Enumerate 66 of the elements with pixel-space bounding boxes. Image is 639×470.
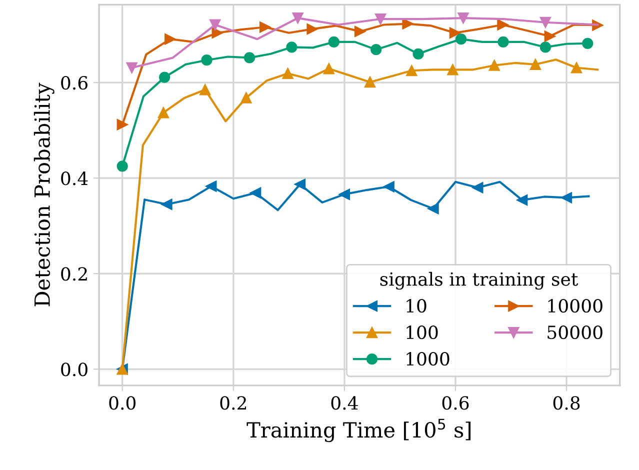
point [449, 27, 460, 38]
legend-title: signals in training set [380, 272, 578, 290]
point [212, 27, 223, 38]
point [328, 36, 340, 48]
point [560, 192, 572, 204]
point [582, 38, 594, 49]
point [158, 107, 170, 118]
point [282, 68, 294, 80]
point [286, 42, 298, 53]
point [200, 84, 211, 96]
point [126, 62, 138, 74]
point [323, 63, 334, 74]
point [116, 160, 128, 172]
point [250, 187, 262, 198]
point [488, 60, 500, 71]
point [544, 30, 556, 42]
point [210, 19, 221, 30]
point [383, 181, 394, 192]
point [244, 52, 256, 64]
point [164, 34, 176, 45]
point [259, 22, 271, 33]
point [364, 76, 376, 88]
point [498, 36, 509, 48]
point [402, 18, 414, 30]
point [240, 92, 252, 104]
point [294, 178, 306, 190]
point [370, 44, 382, 56]
point [354, 26, 366, 38]
legend-label: 10000 [548, 298, 602, 313]
point [201, 54, 212, 66]
x-tick-label: 0.8 [553, 396, 580, 410]
point [458, 12, 469, 24]
y-tick-label: 0.6 [61, 76, 88, 90]
legend-label: 100 [406, 325, 438, 340]
x-tick-label: 0.6 [442, 396, 469, 410]
point [406, 65, 418, 76]
y-tick-label: 0.2 [61, 267, 87, 281]
y-tick-label: 0.4 [61, 172, 88, 186]
point [516, 194, 528, 206]
point [292, 12, 304, 24]
point [540, 16, 551, 28]
point [412, 48, 424, 60]
point [338, 188, 350, 200]
point [570, 62, 582, 74]
legend-label: 1000 [406, 352, 450, 366]
point [428, 203, 439, 214]
point [159, 72, 170, 83]
point [472, 182, 484, 194]
x-axis-title: Training Time [10$^{5}$ s] [246, 418, 471, 442]
x-tick-label: 0.2 [220, 396, 246, 410]
point [540, 42, 551, 53]
y-tick-label: 0.0 [61, 362, 88, 376]
legend-label: 50000 [548, 325, 602, 340]
point [161, 198, 172, 210]
point [206, 180, 217, 192]
point [306, 24, 318, 35]
point [497, 19, 508, 30]
point [530, 58, 541, 70]
point [116, 119, 128, 130]
legend-label: 10 [406, 298, 426, 313]
y-axis-title: Detection Probability [34, 82, 54, 306]
x-tick-label: 0.4 [331, 396, 358, 410]
point [374, 13, 386, 25]
point [455, 34, 467, 45]
x-tick-label: 0.0 [109, 396, 136, 410]
point [447, 64, 458, 76]
